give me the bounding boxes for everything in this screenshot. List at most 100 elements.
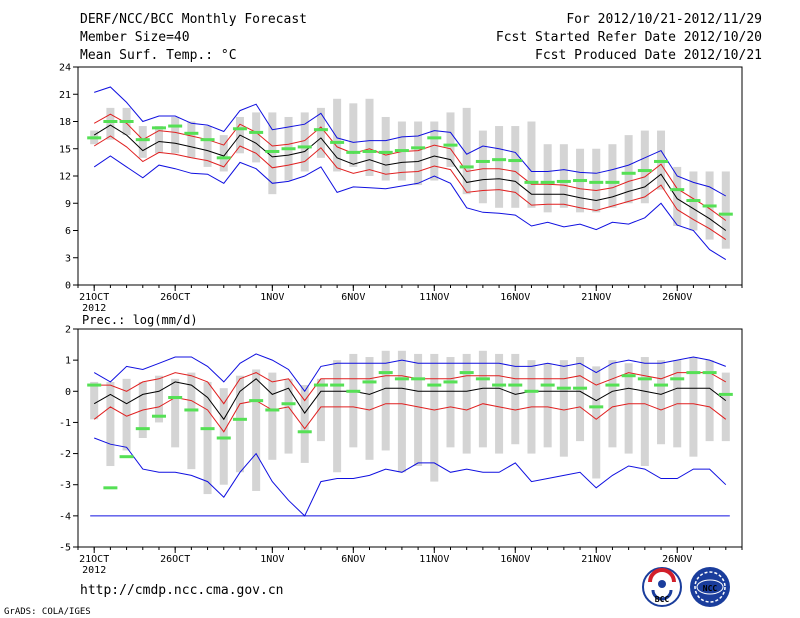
median-marker	[87, 383, 102, 387]
median-marker	[492, 383, 507, 387]
ensemble-box	[90, 381, 99, 420]
ensemble-box	[122, 378, 131, 451]
median-marker	[135, 138, 150, 142]
y-tick-label: 12	[59, 172, 71, 183]
x-tick-label: 16NOV	[500, 554, 530, 565]
median-marker	[394, 149, 409, 153]
median-marker	[702, 371, 717, 375]
ensemble-box	[705, 360, 714, 442]
ensemble-box	[171, 116, 180, 154]
ensemble-box	[430, 353, 439, 482]
ensemble-box	[721, 171, 730, 249]
ensemble-box	[511, 126, 520, 208]
inner-low-line	[93, 396, 727, 433]
source-url-link[interactable]: http://cmdp.ncc.cma.gov.cn	[80, 583, 284, 598]
median-marker	[216, 156, 231, 160]
median-marker	[330, 140, 345, 144]
median-marker	[249, 399, 264, 403]
chart-title: DERF/NCC/BCC Monthly Forecast	[80, 12, 307, 27]
median-marker	[670, 377, 685, 381]
ensemble-box	[511, 353, 520, 445]
ensemble-box	[414, 353, 423, 467]
ensemble-box	[495, 353, 504, 454]
variable-label: Mean Surf. Temp.: °C	[80, 48, 237, 63]
x-tick-label: 21OCT	[79, 292, 109, 303]
ncc-logo: NCC	[690, 567, 730, 607]
x-tick-label: 16NOV	[500, 292, 530, 303]
plot-frame	[77, 328, 743, 548]
median-marker	[589, 180, 604, 184]
ensemble-box	[268, 112, 277, 195]
ensemble-box	[187, 121, 196, 158]
median-marker	[249, 130, 264, 134]
y-tick-label: 21	[59, 90, 71, 101]
y-tick-label: -4	[59, 511, 71, 522]
outer-low-line	[93, 155, 727, 261]
ensemble-box	[316, 107, 325, 158]
ensemble-box	[252, 112, 261, 163]
median-marker	[200, 138, 215, 142]
median-marker	[492, 158, 507, 162]
ensemble-box	[462, 353, 471, 454]
median-marker	[168, 124, 183, 128]
ensemble-box	[478, 130, 487, 204]
ensemble-box	[543, 144, 552, 213]
ensemble-box	[154, 126, 163, 154]
median-marker	[508, 383, 523, 387]
ensemble-box	[446, 112, 455, 167]
median-marker	[168, 396, 183, 400]
y-tick-label: -3	[59, 480, 71, 491]
x-tick-label: 11NOV	[419, 292, 449, 303]
median-marker	[265, 149, 280, 153]
median-marker	[297, 430, 312, 434]
ensemble-box	[284, 378, 293, 454]
median-marker	[135, 427, 150, 431]
median-marker	[346, 150, 361, 154]
forecast-period-label: For 2012/10/21-2012/11/29	[566, 12, 762, 27]
x-tick-label: 26NOV	[662, 554, 692, 565]
x-tick-label: 1NOV	[260, 292, 284, 303]
outer-high-line	[94, 86, 727, 197]
median-marker	[119, 455, 134, 459]
y-tick-label: -1	[59, 418, 71, 429]
ensemble-box	[333, 360, 342, 473]
ensemble-box	[559, 144, 568, 208]
median-marker	[313, 128, 328, 132]
y-tick-label: 0	[65, 387, 71, 398]
median-marker	[103, 486, 118, 490]
fcst-produced-label: Fcst Produced Date 2012/10/21	[535, 48, 762, 63]
ensemble-box	[592, 366, 601, 479]
ensemble-box	[333, 98, 342, 172]
median-marker	[524, 389, 539, 393]
x-tick-label: 21NOV	[581, 554, 611, 565]
median-marker	[184, 408, 199, 412]
median-marker	[621, 171, 636, 175]
median-marker	[540, 180, 555, 184]
inner-high-line	[94, 372, 727, 405]
x-tick-label: 26NOV	[662, 292, 692, 303]
median-marker	[232, 417, 247, 421]
median-marker	[670, 188, 685, 192]
median-marker	[394, 377, 409, 381]
ensemble-box	[527, 121, 536, 208]
y-tick-label: 9	[65, 199, 71, 210]
ensemble-box	[349, 103, 358, 167]
median-marker	[103, 120, 118, 123]
median-marker	[508, 159, 523, 163]
median-marker	[297, 145, 312, 149]
ensemble-box	[657, 360, 666, 445]
ensemble-box	[106, 107, 115, 140]
median-marker	[718, 212, 733, 216]
median-marker	[556, 386, 571, 390]
ensemble-mean-line	[93, 378, 727, 421]
median-marker	[556, 179, 571, 183]
x-tick-label: 21OCT	[79, 554, 109, 565]
y-tick-label: 1	[65, 356, 71, 367]
median-marker	[654, 383, 669, 387]
ensemble-box	[252, 369, 261, 491]
ensemble-box	[219, 135, 228, 172]
y-tick-label: 24	[59, 63, 71, 74]
x-tick-label: 6NOV	[341, 292, 365, 303]
median-marker	[427, 383, 442, 387]
median-marker	[718, 392, 733, 396]
